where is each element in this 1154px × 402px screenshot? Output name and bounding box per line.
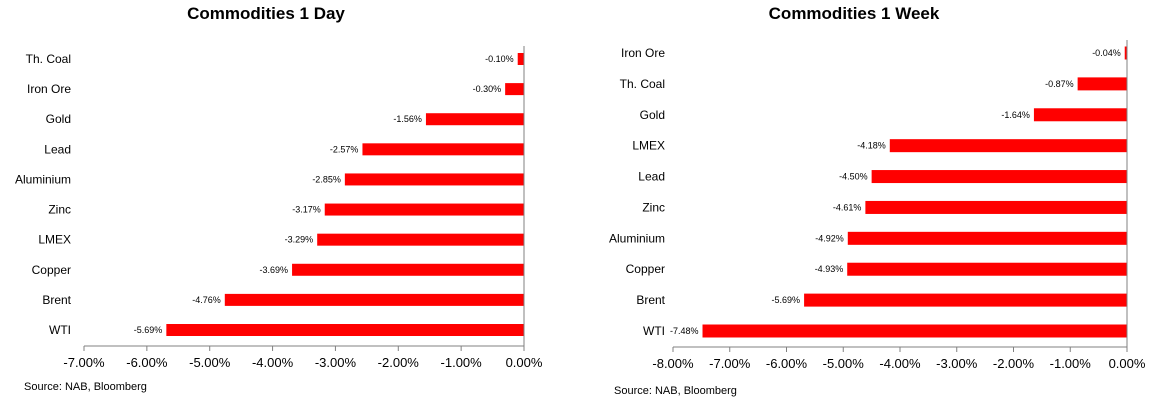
chart-1-week-value-label: -4.93% [815, 264, 844, 274]
chart-1-week-bar [847, 262, 1127, 276]
chart-1-week-category-label: Th. Coal [620, 77, 665, 91]
chart-1-week-bar [1124, 46, 1127, 60]
chart-1-day-category-label: Iron Ore [27, 82, 71, 96]
chart-1-day-category-label: Gold [46, 112, 71, 126]
chart-1-day-x-tick-label: -5.00% [189, 355, 231, 370]
chart-1-week-category-label: Lead [638, 170, 665, 184]
chart-1-day-bar [344, 173, 524, 186]
chart-1-week-value-label: -4.50% [839, 172, 868, 182]
chart-1-week-x-tick-label: -4.00% [879, 356, 921, 371]
chart-1-week-value-label: -0.87% [1045, 79, 1074, 89]
chart-1-week-value-label: -0.04% [1092, 48, 1121, 58]
chart-1-week-x-tick-label: -3.00% [936, 356, 978, 371]
chart-1-day: Commodities 1 Day Th. Coal -0.10% Iron Ore -… [15, 4, 543, 370]
chart-1-week-value-label: -5.69% [772, 295, 801, 305]
chart-1-day-title: Commodities 1 Day [187, 4, 345, 23]
chart-1-week-category-label: Zinc [642, 200, 665, 214]
chart-1-day-value-label: -0.30% [473, 84, 502, 94]
chart-1-week-category-label: Gold [640, 108, 665, 122]
chart-1-week-source: Source: NAB, Bloomberg [614, 385, 737, 397]
chart-1-week-bar [804, 293, 1127, 307]
chart-1-day-category-label: LMEX [38, 233, 71, 247]
chart-1-day-bar [517, 53, 524, 65]
chart-1-day-category-label: Copper [32, 263, 71, 277]
chart-1-day-value-label: -3.17% [292, 205, 321, 215]
chart-1-day-value-label: -5.69% [134, 325, 163, 335]
chart-1-day-category-label: Aluminium [15, 172, 71, 186]
chart-1-week-value-label: -4.61% [833, 202, 862, 212]
chart-1-day-bar [224, 293, 525, 306]
chart-1-day-value-label: -1.56% [393, 114, 422, 124]
chart-1-day-category-label: Brent [42, 293, 71, 307]
chart-1-week-category-label: Aluminium [609, 231, 665, 245]
chart-1-week-bar [889, 139, 1127, 153]
chart-1-week-x-tick-label: -8.00% [652, 356, 694, 371]
chart-1-day-category-label: Zinc [48, 203, 71, 217]
chart-1-week-bar [871, 170, 1127, 184]
chart-1-week-panel: Commodities 1 Week Iron Ore -0.04% Th. Coal… [577, 0, 1154, 402]
chart-1-day-value-label: -0.10% [485, 54, 514, 64]
chart-1-day-value-label: -2.57% [330, 144, 359, 154]
chart-1-week-category-label: Brent [636, 293, 665, 307]
chart-1-day-value-label: -3.29% [285, 235, 314, 245]
chart-1-day-value-label: -2.85% [312, 174, 341, 184]
chart-1-day-x-tick-label: -1.00% [441, 355, 483, 370]
chart-1-week: Commodities 1 Week Iron Ore -0.04% Th. Coal… [609, 4, 1146, 371]
chart-1-day-bar [362, 143, 524, 156]
chart-1-week-category-label: WTI [643, 324, 665, 338]
chart-1-day-x-tick-label: -2.00% [378, 355, 420, 370]
chart-1-day-x-tick-label: -6.00% [126, 355, 168, 370]
chart-1-week-bar [847, 231, 1127, 245]
chart-1-day-bar [292, 263, 524, 276]
chart-1-week-bar [1077, 77, 1127, 91]
chart-1-day-value-label: -4.76% [192, 295, 221, 305]
chart-1-week-value-label: -4.18% [857, 141, 886, 151]
chart-1-week-x-tick-label: 0.00% [1109, 356, 1146, 371]
chart-1-week-bar [702, 324, 1127, 338]
chart-1-day-bar [505, 83, 524, 96]
chart-1-week-x-tick-label: -2.00% [993, 356, 1035, 371]
chart-1-day-category-label: Th. Coal [26, 52, 71, 66]
chart-1-day-x-tick-label: -4.00% [252, 355, 294, 370]
chart-1-day-category-label: Lead [44, 142, 71, 156]
chart-1-week-x-tick-label: -7.00% [709, 356, 751, 371]
chart-1-week-x-tick-label: -6.00% [766, 356, 808, 371]
chart-1-week-x-tick-label: -5.00% [823, 356, 865, 371]
chart-1-day-x-tick-label: -7.00% [63, 355, 105, 370]
chart-1-week-title: Commodities 1 Week [769, 4, 940, 23]
chart-1-day-category-label: WTI [49, 323, 71, 337]
chart-1-day-bar [425, 113, 524, 126]
chart-1-day-bar [324, 203, 524, 216]
chart-1-day-source: Source: NAB, Bloomberg [24, 381, 147, 393]
chart-1-week-category-label: Copper [626, 262, 665, 276]
chart-1-week-bar [1033, 108, 1127, 122]
chart-1-week-value-label: -4.92% [815, 233, 844, 243]
chart-1-week-value-label: -1.64% [1001, 110, 1030, 120]
chart-1-day-x-tick-label: -3.00% [315, 355, 357, 370]
chart-1-week-bar [865, 200, 1127, 214]
chart-1-day-x-tick-label: 0.00% [506, 355, 543, 370]
chart-1-day-value-label: -3.69% [260, 265, 289, 275]
chart-1-day-bar [166, 324, 525, 336]
chart-1-week-category-label: LMEX [632, 139, 665, 153]
chart-1-day-panel: Commodities 1 Day Th. Coal -0.10% Iron Ore -… [15, 4, 543, 393]
chart-1-week-value-label: -7.48% [670, 326, 699, 336]
chart-1-day-bar [317, 233, 524, 246]
chart-1-week-x-tick-label: -1.00% [1050, 356, 1092, 371]
chart-1-week-category-label: Iron Ore [621, 46, 665, 60]
